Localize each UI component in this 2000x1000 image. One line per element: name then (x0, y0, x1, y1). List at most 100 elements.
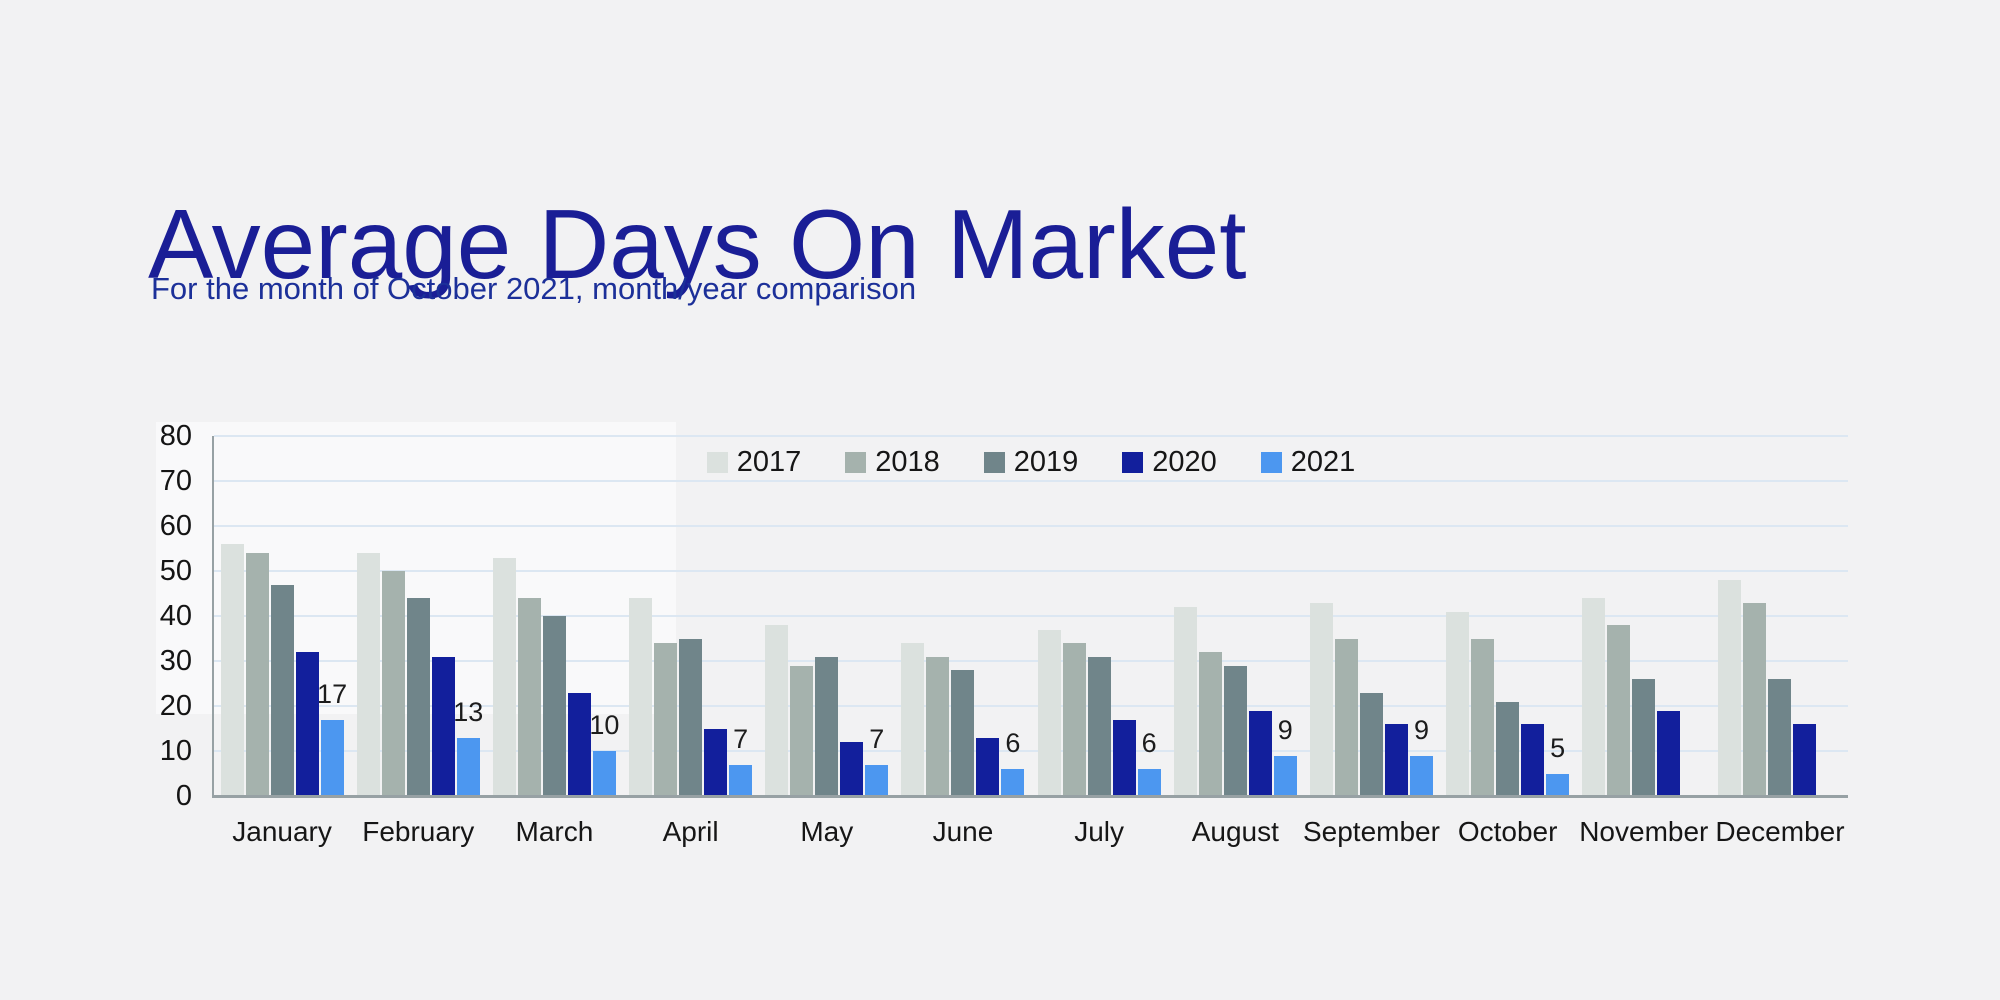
bar-group-december: December (1712, 436, 1848, 847)
bar-2019-october (1496, 701, 1520, 796)
legend-item-2019: 2019 (983, 446, 1079, 479)
gridline-80 (214, 435, 1848, 437)
data-label: 10 (589, 710, 620, 740)
bar-2021-january: 17 (317, 679, 347, 796)
legend-swatch-icon (983, 452, 1005, 473)
bar-2018-may (790, 665, 814, 796)
data-label: 13 (453, 696, 484, 727)
legend-label: 2019 (1013, 446, 1079, 478)
bar-2017-july (1037, 629, 1061, 796)
y-axis-tick-label: 30 (159, 645, 192, 677)
data-label: 6 (1005, 728, 1021, 758)
bar-2021-june: 6 (1001, 728, 1025, 796)
bar-2020-august (1248, 710, 1272, 796)
bars-row: 17 (220, 544, 347, 796)
x-axis-label: January (232, 816, 332, 847)
bar-2021-february: 13 (453, 697, 483, 796)
y-axis-line (212, 436, 214, 798)
bar-2018-november (1607, 625, 1631, 796)
bar-2021-may: 7 (865, 724, 889, 796)
bars-row: 6 (1037, 629, 1161, 796)
bar-2020-may (840, 742, 864, 796)
bar-2018-june (926, 656, 950, 796)
gridline-30 (214, 660, 1848, 662)
data-label: 5 (1550, 732, 1566, 763)
bar-2017-april (629, 598, 653, 796)
bar-2020-september (1384, 724, 1408, 796)
bars-row (1582, 598, 1705, 796)
bar-2019-march (542, 616, 566, 796)
bar-2018-march (517, 598, 541, 796)
x-axis-label: July (1074, 816, 1125, 847)
bar-2017-november (1582, 598, 1606, 796)
legend-swatch-icon (845, 452, 867, 473)
page-title: Average Days On Market (148, 188, 1247, 299)
bar-2018-july (1062, 643, 1086, 796)
bar-2021-october: 5 (1546, 733, 1570, 796)
y-axis-tick-label: 40 (159, 600, 192, 632)
bar-2019-august (1223, 665, 1247, 796)
bar-2019-december (1768, 679, 1792, 796)
bar-2018-february (381, 571, 405, 796)
bar-group-january: 17 January (214, 436, 350, 847)
bar-2019-september (1359, 692, 1383, 796)
legend-label: 2020 (1152, 446, 1217, 478)
y-axis-tick-label: 70 (159, 465, 192, 497)
bar-2020-april (704, 728, 728, 796)
x-axis-line (212, 795, 1848, 798)
bar-2018-december (1743, 602, 1767, 796)
legend-swatch-icon (706, 452, 728, 473)
bar-2018-april (654, 643, 678, 796)
bar-2018-october (1471, 638, 1495, 796)
data-label: 9 (1277, 714, 1293, 745)
bar-2017-december (1718, 580, 1742, 796)
x-axis-label: April (662, 816, 719, 847)
gridline-40 (214, 615, 1848, 617)
legend-swatch-icon (1260, 452, 1282, 473)
chart-legend: 2017 2018 2019 2020 2021 (214, 446, 1848, 479)
bar-2021-april: 7 (729, 724, 753, 796)
bar-2017-june (901, 643, 925, 796)
bar-2020-february (431, 656, 455, 796)
bar-2018-september (1334, 638, 1358, 796)
gridline-60 (214, 525, 1848, 527)
page-subtitle: For the month of October 2021, month/yea… (151, 271, 917, 306)
bar-2021-july: 6 (1137, 728, 1161, 796)
bar-group-march: 10 March (486, 436, 622, 847)
bar-group-april: 7 April (623, 436, 759, 847)
x-axis-label: March (515, 816, 594, 847)
x-axis-label: May (800, 816, 854, 847)
bar-group-october: 5 October (1440, 436, 1576, 847)
x-axis-label: August (1191, 816, 1279, 847)
y-axis-tick-label: 50 (159, 555, 192, 587)
bar-group-may: 7 May (759, 436, 895, 847)
bar-2019-february (406, 598, 430, 796)
bar-2021-march: 10 (589, 710, 619, 796)
data-label: 9 (1413, 714, 1429, 745)
legend-label: 2017 (736, 446, 802, 478)
x-axis-label: September (1302, 816, 1440, 847)
bar-2017-may (765, 625, 789, 796)
bar-group-july: 6 July (1031, 436, 1167, 847)
bar-2018-august (1198, 652, 1222, 796)
legend-item-2018: 2018 (845, 446, 940, 479)
x-axis-label: December (1715, 816, 1845, 847)
bar-2017-march (492, 557, 516, 796)
bar-2019-may (815, 656, 839, 796)
data-label: 7 (733, 723, 749, 754)
bars-row: 6 (901, 643, 1025, 796)
bar-2020-june (976, 737, 1000, 796)
bars-row: 9 (1309, 602, 1433, 796)
bar-2020-october (1521, 724, 1545, 796)
bar-2019-january (270, 584, 294, 796)
legend-label: 2021 (1290, 446, 1356, 478)
bar-2018-january (245, 553, 269, 796)
bar-2019-april (679, 638, 703, 796)
legend-label: 2018 (875, 446, 940, 478)
bars-row (1718, 580, 1841, 796)
legend-item-2020: 2020 (1122, 446, 1217, 479)
x-axis-label: June (932, 816, 994, 847)
bar-group-august: 9 August (1167, 436, 1303, 847)
bar-2020-november (1657, 710, 1681, 796)
bar-2019-june (951, 670, 975, 796)
